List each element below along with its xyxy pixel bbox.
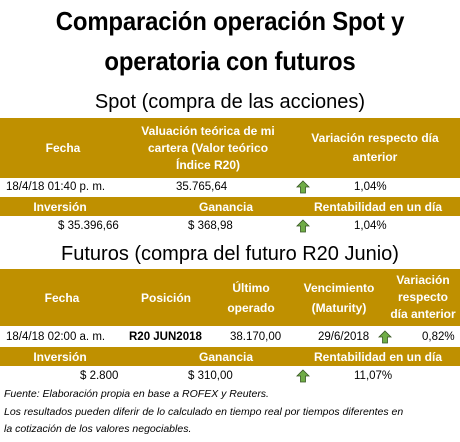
- footnote-source: Fuente: Elaboración propia en base a ROF…: [4, 388, 269, 400]
- futuros-row-vencimiento: 29/6/2018: [318, 331, 370, 343]
- title-line-1: Comparación operación Spot y: [55, 6, 405, 36]
- up-arrow-icon: [296, 180, 310, 194]
- futuros-row2-ganancia: $ 310,00: [188, 370, 233, 382]
- footnote-disclaimer-line1: Los resultados pueden diferir de lo calc…: [4, 406, 404, 418]
- spot-header-fecha: Fecha: [45, 141, 81, 155]
- spot-row2-ganancia: $ 368,98: [188, 220, 233, 232]
- spot-header2-ganancia: Ganancia: [198, 199, 254, 214]
- futuros-header2-inversion: Inversión: [33, 349, 87, 364]
- spot-header-variacion: Variación respecto día anterior: [311, 131, 439, 164]
- futuros-row2-rentabilidad: 11,07%: [354, 370, 393, 382]
- up-arrow-icon: [296, 219, 310, 233]
- futuros-row-posicion: R20 JUN2018: [129, 331, 202, 343]
- futuros-header-ultimo: Último operado: [227, 280, 275, 315]
- futuros-header-variacion: Variación respecto día anterior: [390, 273, 456, 321]
- spot-header-bg: [0, 118, 460, 178]
- futuros-row-ultimo: 38.170,00: [230, 331, 282, 343]
- spot-row-variacion: 1,04%: [354, 181, 387, 193]
- footnote-disclaimer-line2: la cotización de los valores negociables…: [4, 423, 192, 435]
- futuros-header2-rentabilidad: Rentabilidad en un día: [313, 349, 442, 364]
- up-arrow-icon: [296, 369, 310, 383]
- spot-row-valuacion: 35.765,64: [176, 181, 228, 193]
- spot-row2-inversion: $ 35.396,66: [58, 220, 119, 232]
- spot-heading: Spot (compra de las acciones): [94, 91, 366, 113]
- futuros-header2-ganancia: Ganancia: [198, 349, 254, 364]
- spot-row-fecha: 18/4/18 01:40 p. m.: [6, 181, 106, 193]
- futuros-row2-inversion: $ 2.800: [80, 370, 119, 382]
- futuros-row-fecha: 18/4/18 02:00 a. m.: [6, 331, 106, 343]
- futuros-row-variacion: 0,82%: [422, 331, 455, 343]
- spot-row2-rentabilidad: 1,04%: [354, 220, 387, 232]
- futuros-header-bg: [0, 269, 460, 326]
- title-line-2: operatoria con futuros: [104, 46, 356, 76]
- spot-header2-bg: [0, 197, 460, 216]
- futuros-header-fecha: Fecha: [44, 290, 80, 305]
- spot-header-valuacion: Valuación teórica de mi cartera (Valor t…: [141, 123, 275, 172]
- futuros-header-posicion: Posición: [140, 290, 191, 305]
- futuros-header-vencimiento: Vencimiento (Maturity): [303, 280, 375, 315]
- up-arrow-icon: [378, 330, 392, 344]
- futuros-heading: Futuros (compra del futuro R20 Junio): [61, 243, 399, 265]
- spot-header2-inversion: Inversión: [33, 199, 87, 214]
- futuros-header2-bg: [0, 347, 460, 366]
- spot-header2-rentabilidad: Rentabilidad en un día: [313, 199, 442, 214]
